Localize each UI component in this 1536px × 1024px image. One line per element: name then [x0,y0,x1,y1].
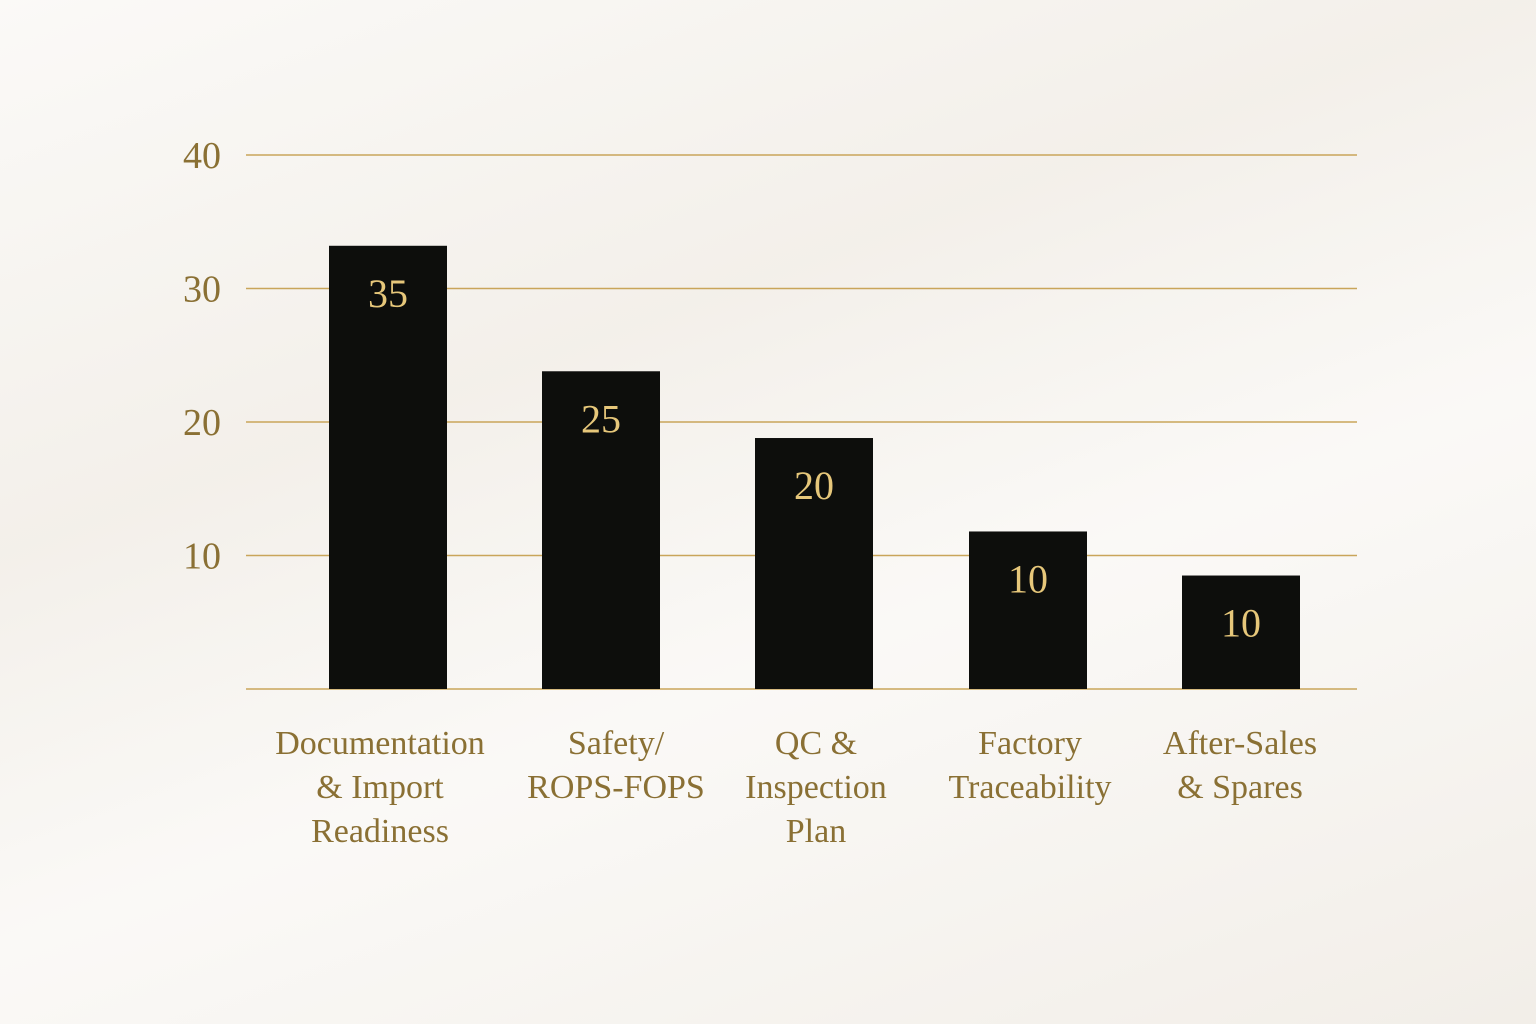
x-category-label-line: Traceability [948,769,1111,806]
bar-data-label: 25 [581,396,621,441]
y-tick-label: 20 [183,402,221,444]
y-tick-labels: 10 20 30 40 [183,135,221,578]
bar [755,438,873,689]
x-category-label-line: After-Sales [1163,725,1317,762]
x-category-label-line: Factory [978,725,1082,762]
bar [1182,575,1300,689]
bar [329,245,447,689]
bar [969,531,1087,689]
y-tick-label: 40 [183,135,221,177]
bar-data-label: 10 [1008,556,1048,601]
bar-data-label: 20 [794,463,834,508]
x-category-label-line: Inspection [745,769,887,806]
y-tick-label: 10 [183,536,221,578]
y-tick-label: 30 [183,269,221,311]
x-category-label-line: Readiness [311,813,449,850]
bars: 35 25 20 10 10 [329,245,1300,689]
x-category-label-line: QC & [775,725,857,762]
x-category-label-line: ROPS-FOPS [527,769,705,806]
x-category-label-line: Safety/ [568,725,665,762]
bar-data-label: 10 [1221,601,1261,646]
bar [542,371,660,689]
x-category-label: Documentation & Import Readiness [275,725,485,850]
bar-data-label: 35 [368,271,408,316]
x-category-label: Safety/ROPS-FOPS [527,725,705,806]
x-category-label-line: Documentation [275,725,485,762]
x-category-label: After-Sales & Spares [1163,725,1317,806]
x-category-label: Factory Traceability [948,725,1111,806]
x-category-label: QC & Inspection Plan [745,725,887,850]
x-category-label-line: & Spares [1177,769,1303,806]
category-labels: Documentation & Import Readiness Safety/ROP… [275,725,1317,850]
x-category-label-line: Plan [786,813,846,850]
x-category-label-line: & Import [316,769,444,806]
